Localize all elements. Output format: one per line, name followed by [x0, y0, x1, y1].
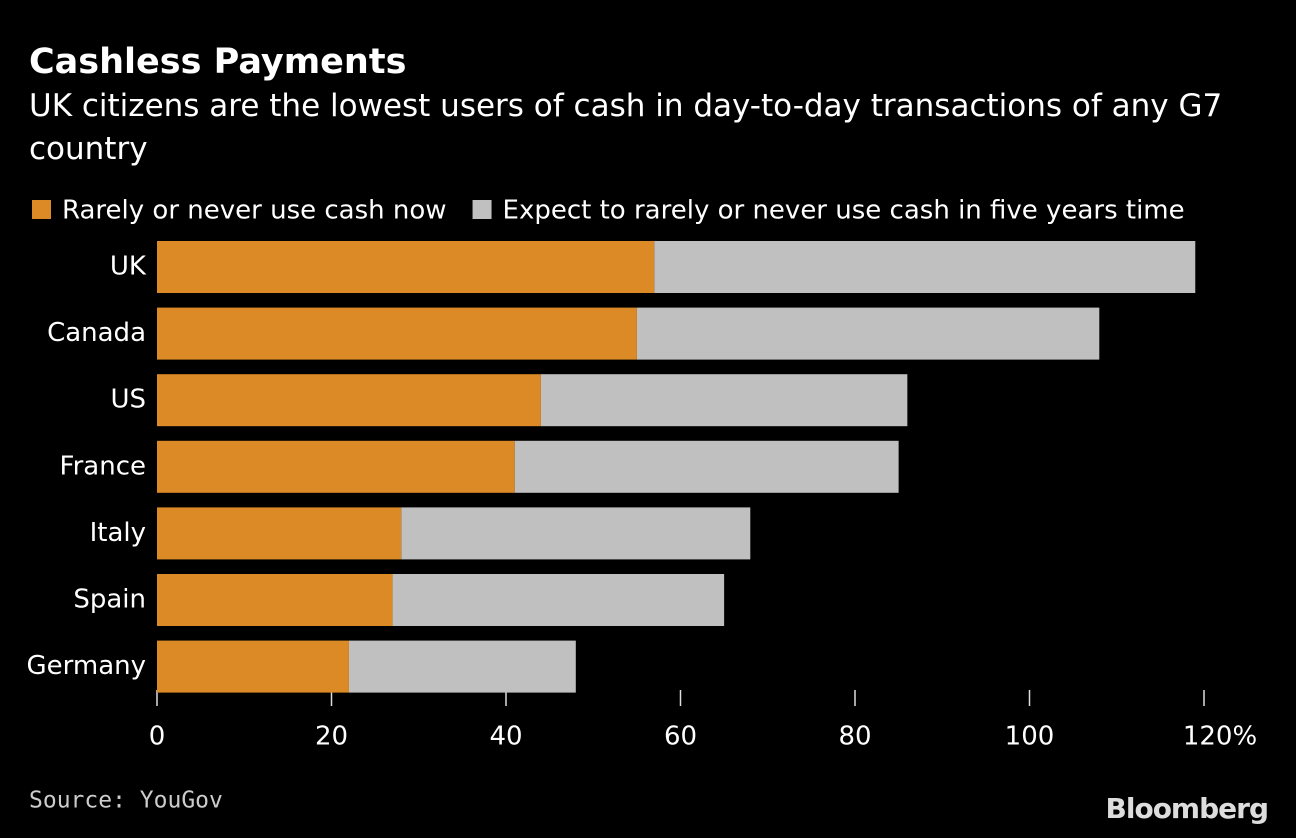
- bar-segment: [514, 440, 899, 493]
- bar-segment: [401, 507, 751, 560]
- bar-segment: [157, 574, 393, 626]
- bar-segment: [157, 640, 349, 693]
- legend-swatch: [32, 200, 51, 219]
- source: Source: YouGov: [29, 788, 223, 814]
- bar-segment: [157, 507, 402, 560]
- chart-subtitle: UK citizens are the lowest users of cash…: [29, 88, 1223, 167]
- bar-segment: [348, 640, 576, 693]
- x-tick-label: 20: [315, 722, 348, 752]
- y-tick-label: Germany: [26, 651, 146, 681]
- x-tick-label: 40: [489, 722, 522, 752]
- y-tick-label: Spain: [73, 585, 146, 615]
- brand: Bloomberg: [1106, 792, 1268, 825]
- bar-segment: [636, 307, 1100, 360]
- x-tick-label: 100: [1005, 722, 1055, 752]
- legend-swatch: [472, 200, 492, 219]
- y-tick-label: UK: [110, 252, 147, 282]
- bar-segment: [157, 440, 515, 493]
- bar-segment: [157, 374, 541, 427]
- legend-label: Rarely or never use cash now: [62, 196, 447, 226]
- bar-segment: [392, 574, 725, 626]
- bar-segment: [157, 241, 655, 293]
- x-tick-label: 60: [664, 722, 697, 752]
- legend-label: Expect to rarely or never use cash in fi…: [503, 196, 1185, 226]
- bar-segment: [654, 241, 1196, 293]
- x-tick-label: 0: [149, 722, 166, 752]
- x-tick-label: 80: [838, 722, 871, 752]
- bar-segment: [540, 374, 908, 427]
- y-tick-label: France: [60, 451, 146, 481]
- bar-segment: [157, 307, 637, 360]
- y-tick-label: Italy: [90, 518, 146, 548]
- y-tick-label: US: [110, 385, 146, 415]
- y-tick-label: Canada: [47, 318, 146, 348]
- x-tick-label: 120%: [1183, 722, 1257, 752]
- chart-title: Cashless Payments: [29, 42, 407, 82]
